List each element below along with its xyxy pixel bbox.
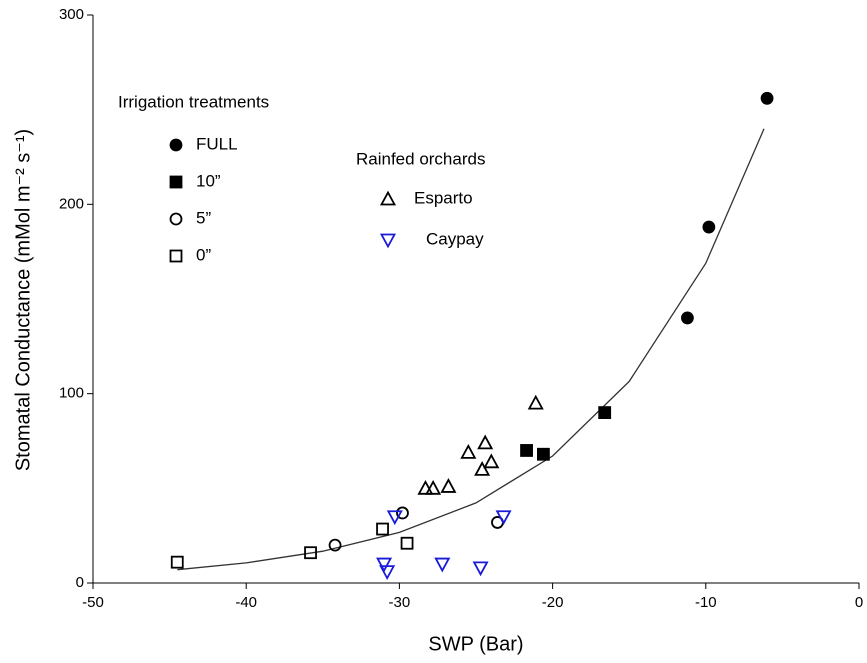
data-point xyxy=(472,561,489,577)
data-point xyxy=(425,479,442,495)
legend-label: Esparto xyxy=(414,188,473,207)
y-tick-label: 300 xyxy=(59,6,84,23)
data-point xyxy=(440,478,457,493)
legend-marker xyxy=(169,175,183,189)
data-point xyxy=(477,434,494,450)
legend-label: 10” xyxy=(196,171,221,190)
data-point xyxy=(396,506,409,520)
x-axis-title: SWP (Bar) xyxy=(428,633,523,655)
data-point xyxy=(702,220,716,234)
legend-label: 0” xyxy=(196,245,211,264)
x-tick-label: 0 xyxy=(855,594,863,611)
data-point xyxy=(417,479,434,495)
data-point xyxy=(304,546,317,560)
data-point xyxy=(495,510,512,526)
x-tick-label: -40 xyxy=(235,594,257,611)
legend-label: 5” xyxy=(196,208,211,227)
data-point xyxy=(400,536,414,550)
y-tick-label: 200 xyxy=(59,195,84,212)
legend-marker xyxy=(379,190,397,206)
data-point xyxy=(170,555,184,569)
legend-title: Rainfed orchards xyxy=(356,149,485,168)
data-point xyxy=(598,406,612,420)
x-tick-label: -20 xyxy=(542,594,564,611)
data-point xyxy=(434,557,451,573)
data-point xyxy=(681,311,694,325)
legend-label: FULL xyxy=(196,134,238,153)
fit-curve xyxy=(177,128,765,571)
legend-marker xyxy=(169,249,183,263)
data-point xyxy=(760,91,774,105)
x-tick-label: -10 xyxy=(695,594,717,611)
data-point xyxy=(483,453,500,469)
data-point xyxy=(376,522,389,536)
data-point xyxy=(537,447,550,461)
legend-marker xyxy=(379,233,397,249)
data-point xyxy=(379,565,396,581)
legend-marker xyxy=(169,212,183,226)
x-tick-label: -30 xyxy=(389,594,411,611)
legend-label: Caypay xyxy=(426,229,484,248)
x-tick-label: -50 xyxy=(82,594,104,611)
data-point xyxy=(376,557,393,573)
data-point xyxy=(527,394,544,410)
data-point xyxy=(386,510,403,526)
data-point xyxy=(520,444,533,457)
y-axis-title: Stomatal Conductance (mMol m⁻² s⁻¹) xyxy=(12,129,34,471)
y-tick-label: 0 xyxy=(76,574,84,591)
legend-title: Irrigation treatments xyxy=(118,92,269,111)
data-point xyxy=(474,461,491,476)
data-point xyxy=(460,443,477,459)
y-tick-label: 100 xyxy=(59,385,84,402)
data-point xyxy=(328,538,342,552)
legend-marker xyxy=(169,138,183,152)
